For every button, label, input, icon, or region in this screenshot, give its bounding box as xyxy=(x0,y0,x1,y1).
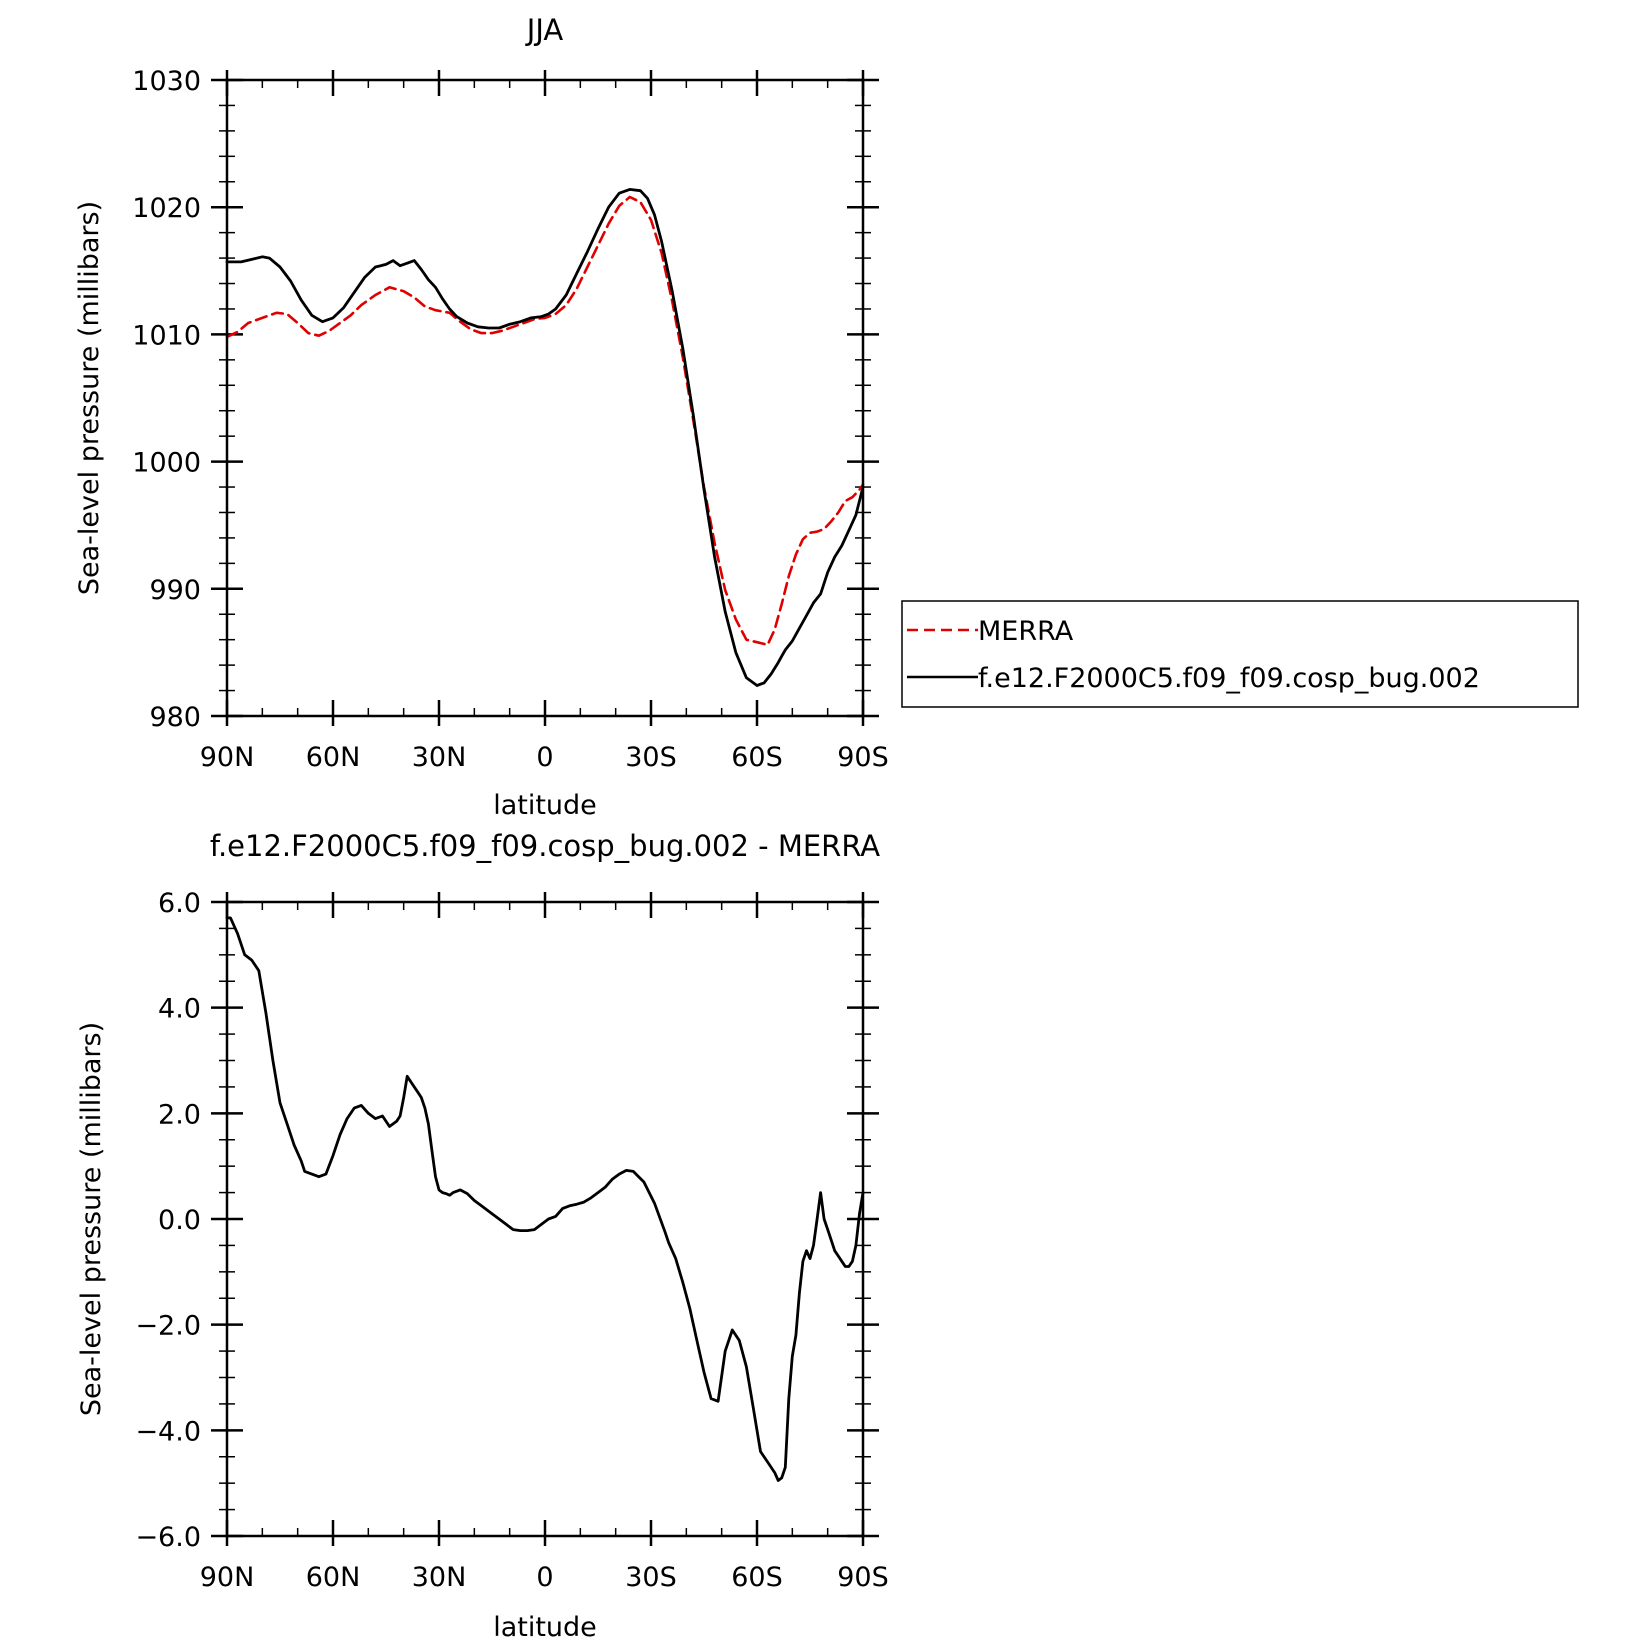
y-tick-label: −6.0 xyxy=(135,1522,201,1553)
y-tick-label: −4.0 xyxy=(135,1416,201,1447)
legend-label-model: f.e12.F2000C5.f09_f09.cosp_bug.002 xyxy=(978,663,1480,694)
x-tick-label: 30N xyxy=(412,742,467,773)
x-tick-label: 90S xyxy=(837,1562,889,1593)
top-chart-panel: JJA 90N 60N 30N 0 30S 60S 90S 980 990 1000 1010 102… xyxy=(74,13,1579,821)
bottom-chart-title: f.e12.F2000C5.f09_f09.cosp_bug.002 - MER… xyxy=(210,829,880,863)
y-tick-label: 1010 xyxy=(132,320,201,351)
series-line-1-0 xyxy=(225,916,865,1482)
y-tick-label: 980 xyxy=(149,702,201,733)
y-tick-label: 2.0 xyxy=(158,1099,201,1130)
bottom-y-axis-label: Sea-level pressure (millibars) xyxy=(76,1022,107,1416)
bottom-x-axis-label: latitude xyxy=(493,1612,597,1641)
y-tick-label: 1020 xyxy=(132,193,201,224)
x-tick-label: 30S xyxy=(625,742,677,773)
y-tick-label: 1000 xyxy=(132,448,201,479)
y-tick-label: 4.0 xyxy=(158,994,201,1025)
legend-label-merra: MERRA xyxy=(978,616,1074,647)
x-tick-label: 0 xyxy=(536,1562,553,1593)
y-tick-label: 1030 xyxy=(132,66,201,97)
top-chart-legend: MERRA f.e12.F2000C5.f09_f09.cosp_bug.002 xyxy=(901,600,1579,708)
x-tick-label: 60S xyxy=(731,742,783,773)
y-tick-label: −2.0 xyxy=(135,1311,201,1342)
x-tick-label: 30S xyxy=(625,1562,677,1593)
x-tick-label: 90S xyxy=(837,742,889,773)
series-line-0-1 xyxy=(225,187,865,687)
x-tick-label: 30N xyxy=(412,1562,467,1593)
top-x-axis-label: latitude xyxy=(493,790,597,821)
y-tick-label: 990 xyxy=(149,575,201,606)
x-tick-label: 60S xyxy=(731,1562,783,1593)
bottom-chart-frame xyxy=(225,900,865,1538)
x-tick-label: 90N xyxy=(200,742,255,773)
x-tick-label: 60N xyxy=(306,1562,361,1593)
y-tick-label: 0.0 xyxy=(158,1205,201,1236)
top-y-axis-label: Sea-level pressure (millibars) xyxy=(74,201,105,595)
bottom-chart-panel: f.e12.F2000C5.f09_f09.cosp_bug.002 - MER… xyxy=(76,829,889,1641)
top-chart-frame xyxy=(225,78,865,718)
series-line-0-0 xyxy=(225,195,865,647)
x-tick-label: 90N xyxy=(200,1562,255,1593)
x-tick-label: 60N xyxy=(306,742,361,773)
x-tick-label: 0 xyxy=(536,742,553,773)
top-chart-title: JJA xyxy=(525,13,564,47)
legend-box xyxy=(901,600,1579,708)
y-tick-label: 6.0 xyxy=(158,888,201,919)
